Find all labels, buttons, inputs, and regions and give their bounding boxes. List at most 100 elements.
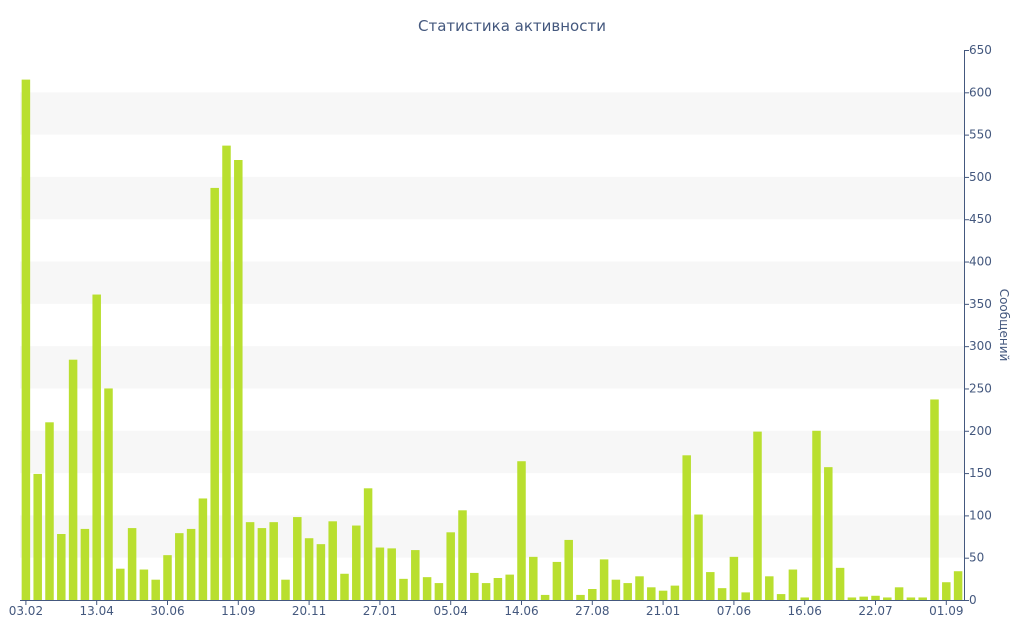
bar[interactable] xyxy=(717,588,727,600)
bar[interactable] xyxy=(210,187,219,601)
bar[interactable] xyxy=(776,594,786,600)
bar[interactable] xyxy=(234,160,243,600)
x-tick-label: 27.08 xyxy=(575,604,609,618)
bar[interactable] xyxy=(57,534,66,600)
bar[interactable] xyxy=(198,498,208,600)
bar[interactable] xyxy=(411,550,420,600)
bar[interactable] xyxy=(647,587,656,600)
bar[interactable] xyxy=(68,359,78,600)
bar[interactable] xyxy=(422,577,432,600)
x-tick-label: 07.06 xyxy=(717,604,751,618)
bar[interactable] xyxy=(599,559,609,600)
bar[interactable] xyxy=(387,548,396,600)
bar[interactable] xyxy=(682,455,691,600)
bar[interactable] xyxy=(835,567,845,600)
x-tick-label: 21.01 xyxy=(646,604,680,618)
bar[interactable] xyxy=(753,431,762,600)
bar[interactable] xyxy=(906,597,916,600)
bar[interactable] xyxy=(222,145,231,600)
bar[interactable] xyxy=(127,528,137,600)
bar[interactable] xyxy=(116,568,125,600)
bar[interactable] xyxy=(245,522,255,600)
bar[interactable] xyxy=(859,596,868,600)
bar[interactable] xyxy=(800,597,809,600)
bar[interactable] xyxy=(729,556,739,600)
bar[interactable] xyxy=(788,569,798,600)
bar[interactable] xyxy=(635,576,644,600)
bar[interactable] xyxy=(953,571,963,600)
y-tick-label: 650 xyxy=(969,43,992,57)
bar[interactable] xyxy=(611,579,621,600)
bars xyxy=(21,79,963,601)
bar[interactable] xyxy=(104,388,113,600)
bar[interactable] xyxy=(304,538,314,600)
bar[interactable] xyxy=(588,589,597,600)
bar[interactable] xyxy=(33,473,42,600)
y-tick-label: 300 xyxy=(969,339,992,353)
x-tick-label: 22.07 xyxy=(858,604,892,618)
bar[interactable] xyxy=(92,294,101,600)
bar[interactable] xyxy=(45,422,54,600)
y-tick-label: 200 xyxy=(969,424,992,438)
bar[interactable] xyxy=(186,528,196,600)
y-tick-label: 500 xyxy=(969,170,992,184)
bar[interactable] xyxy=(328,521,337,600)
bar[interactable] xyxy=(871,595,880,600)
bar[interactable] xyxy=(257,528,267,600)
bar[interactable] xyxy=(552,561,562,600)
bar[interactable] xyxy=(375,547,385,600)
bar[interactable] xyxy=(812,430,821,600)
y-tick-label: 150 xyxy=(969,466,992,480)
bar[interactable] xyxy=(658,590,668,600)
bar[interactable] xyxy=(151,579,160,600)
bar[interactable] xyxy=(175,533,184,600)
y-axis-title: Сообщений xyxy=(997,289,1011,362)
bar[interactable] xyxy=(21,79,31,601)
bar[interactable] xyxy=(163,555,172,600)
y-tick-label: 100 xyxy=(969,508,992,522)
x-tick-label: 03.02 xyxy=(9,604,43,618)
y-tick-label: 400 xyxy=(969,255,992,269)
bar[interactable] xyxy=(529,556,538,600)
bar[interactable] xyxy=(564,539,573,600)
bar[interactable] xyxy=(894,587,904,600)
bar[interactable] xyxy=(741,592,750,600)
y-axis-ticks: 0 50 100 150 200 250 300 350 400 450 500 550 600 650 xyxy=(964,43,992,607)
grid-band xyxy=(20,430,964,474)
bar[interactable] xyxy=(470,572,479,600)
bar[interactable] xyxy=(930,399,939,600)
bar[interactable] xyxy=(80,528,90,600)
bar[interactable] xyxy=(446,532,455,600)
bar[interactable] xyxy=(281,579,290,600)
bar[interactable] xyxy=(517,461,526,600)
bar[interactable] xyxy=(434,583,444,600)
bar[interactable] xyxy=(293,517,302,600)
bar[interactable] xyxy=(352,525,361,600)
bar[interactable] xyxy=(883,597,892,600)
bar[interactable] xyxy=(670,585,680,600)
bar[interactable] xyxy=(765,576,774,600)
bar[interactable] xyxy=(363,488,373,600)
bar[interactable] xyxy=(505,574,514,600)
bar[interactable] xyxy=(694,514,703,600)
x-tick-label: 13.04 xyxy=(80,604,114,618)
bar[interactable] xyxy=(576,594,585,600)
bar[interactable] xyxy=(340,573,349,600)
bar[interactable] xyxy=(399,578,408,600)
bar[interactable] xyxy=(623,583,632,600)
bar[interactable] xyxy=(847,597,857,600)
bar[interactable] xyxy=(824,467,833,600)
bar[interactable] xyxy=(706,572,715,600)
bar[interactable] xyxy=(458,510,467,600)
bar[interactable] xyxy=(493,578,503,600)
bar[interactable] xyxy=(942,582,951,600)
bar[interactable] xyxy=(269,522,278,600)
bar[interactable] xyxy=(481,583,491,600)
bar[interactable] xyxy=(316,544,326,600)
bar[interactable] xyxy=(139,569,149,600)
axes xyxy=(20,50,965,601)
bar[interactable] xyxy=(540,594,550,600)
bar[interactable] xyxy=(918,597,927,600)
